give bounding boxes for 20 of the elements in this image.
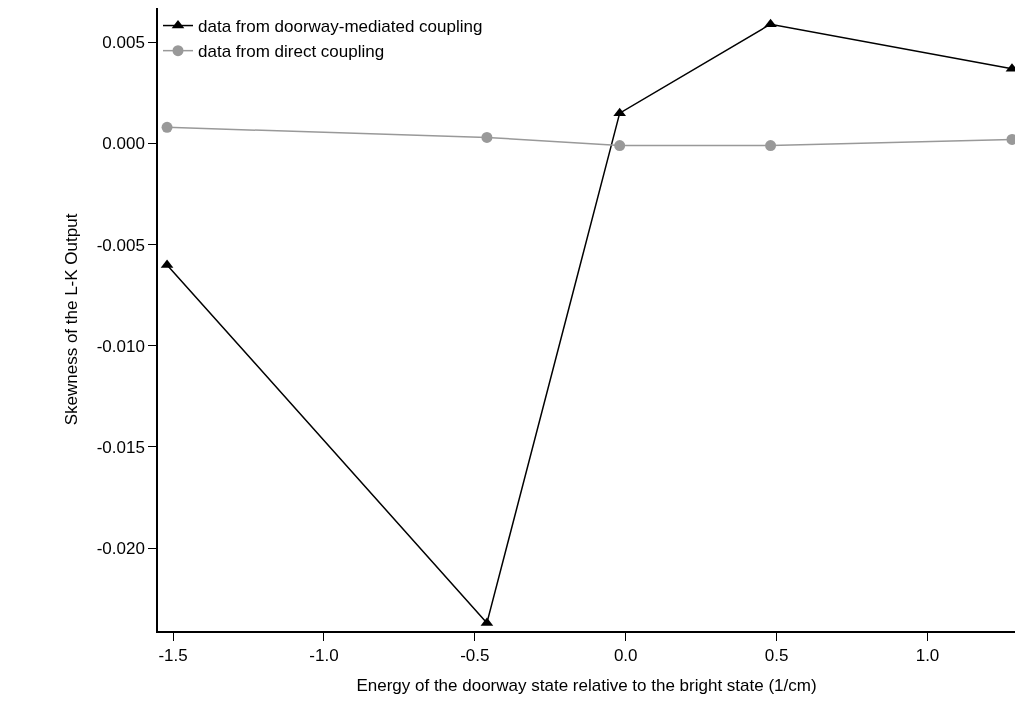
y-tick-label: -0.015 (96, 437, 145, 457)
y-axis-title: Skewness of the L-K Output (61, 213, 81, 426)
x-tick-label: 0.5 (764, 646, 789, 666)
legend-label: data from doorway-mediated coupling (198, 17, 483, 37)
y-tick-label: 0.005 (102, 33, 145, 53)
y-tick-label: -0.005 (96, 235, 145, 255)
x-axis-title: Energy of the doorway state relative to the bright state (1/cm) (356, 676, 817, 696)
x-tick-label: -1.5 (158, 646, 188, 666)
x-tick-label: -0.5 (460, 646, 490, 666)
x-tick-label: -1.0 (309, 646, 339, 666)
point (765, 140, 777, 152)
point (161, 121, 173, 133)
y-tick-label: -0.020 (96, 539, 145, 559)
point (481, 131, 493, 143)
y-tick-label: -0.010 (96, 336, 145, 356)
x-tick-label: 1.0 (915, 646, 940, 666)
legend-label: data from direct coupling (198, 42, 385, 62)
point (614, 140, 626, 152)
y-tick-label: 0.000 (102, 134, 145, 154)
x-tick-label: 0.0 (613, 646, 638, 666)
